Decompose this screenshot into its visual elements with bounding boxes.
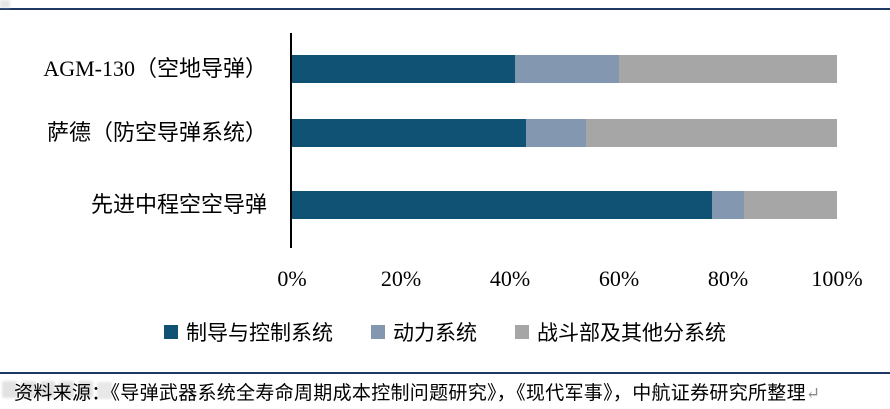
x-tick-label: 0% (277, 266, 307, 291)
legend-swatch-icon (164, 325, 178, 339)
legend-item-propulsion: 动力系统 (371, 317, 477, 347)
bar-row (292, 191, 837, 219)
source-note: 资料来源：《导弹武器系统全寿命周期成本控制问题研究》，《现代军事》，中航证券研究… (14, 378, 890, 405)
y-axis-line (290, 33, 292, 248)
bar-segment (292, 119, 527, 147)
legend-swatch-icon (515, 325, 529, 339)
top-divider-line (0, 8, 890, 10)
chart-legend: 制导与控制系统 动力系统 战斗部及其他分系统 (0, 317, 890, 347)
bar-row (292, 119, 837, 147)
bar-segment (526, 119, 587, 147)
bar-segment (744, 191, 837, 219)
category-label: AGM-130（空地导弹） (43, 56, 267, 81)
bar-row (292, 55, 837, 83)
bar-segment (292, 191, 712, 219)
x-tick-label: 80% (707, 266, 749, 291)
return-mark-icon: ↵ (805, 384, 821, 403)
legend-label: 战斗部及其他分系统 (537, 321, 726, 345)
x-tick-label: 100% (811, 266, 863, 291)
legend-item-guidance: 制导与控制系统 (164, 317, 333, 347)
category-label: 先进中程空空导弹 (90, 192, 267, 217)
x-tick-label: 20% (380, 266, 422, 291)
bar-segment (292, 55, 516, 83)
x-tick-label: 60% (598, 266, 640, 291)
legend-item-warhead: 战斗部及其他分系统 (515, 317, 726, 347)
watermark-fragment (0, 0, 10, 8)
x-tick-label: 40% (489, 266, 531, 291)
category-label: 萨德（防空导弹系统） (46, 120, 267, 145)
bar-segment (586, 119, 837, 147)
legend-swatch-icon (371, 325, 385, 339)
bar-segment (618, 55, 837, 83)
watermark (2, 381, 17, 398)
legend-label: 制导与控制系统 (186, 321, 333, 345)
bar-segment (515, 55, 619, 83)
source-text: 资料来源：《导弹武器系统全寿命周期成本控制问题研究》，《现代军事》，中航证券研究… (14, 383, 806, 404)
legend-label: 动力系统 (393, 321, 477, 345)
bottom-divider-line (0, 372, 890, 374)
bar-segment (711, 191, 745, 219)
